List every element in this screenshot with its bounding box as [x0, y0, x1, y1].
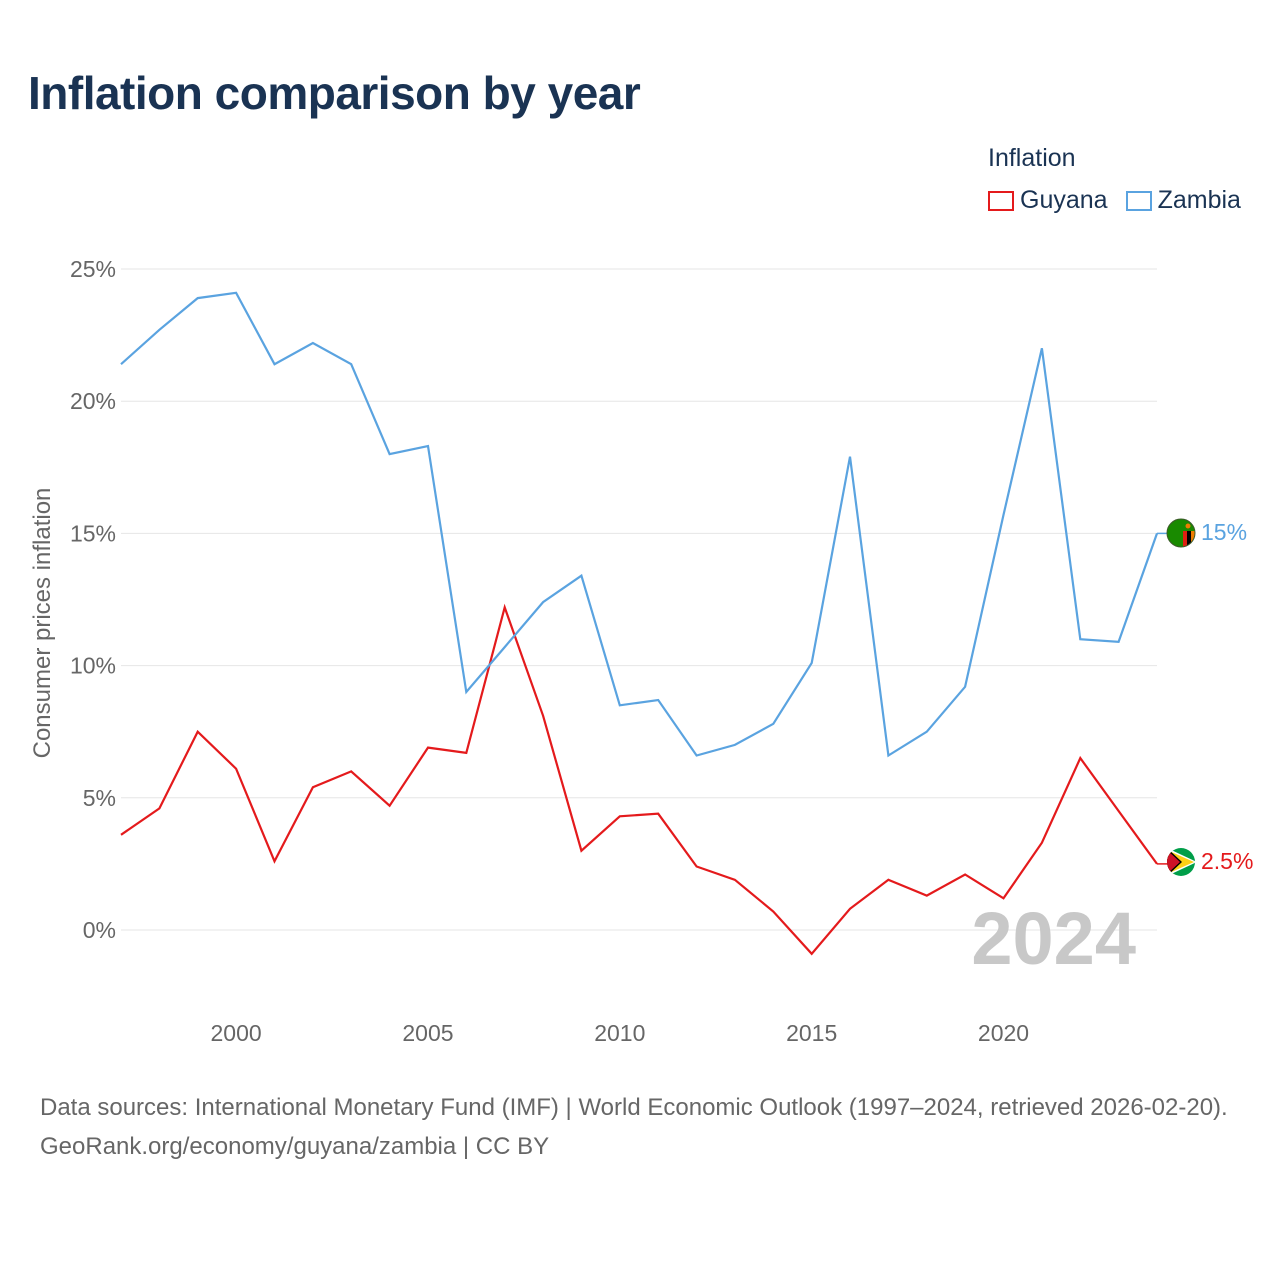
y-tick-label: 20%: [70, 388, 116, 414]
guyana-end-label: 2.5%: [1201, 848, 1253, 874]
y-tick-label: 10%: [70, 653, 116, 679]
series-line-guyana[interactable]: [120, 603, 1158, 956]
legend-swatch-zambia: [1125, 190, 1152, 211]
legend-label-guyana: Guyana: [1020, 186, 1108, 214]
x-axis-ticks: 2000 2005 2010 2015 2020: [211, 1020, 1030, 1046]
guyana-flag-icon: [1167, 848, 1195, 876]
legend-item-zambia[interactable]: Zambia: [1125, 186, 1241, 215]
grid-lines: [121, 268, 1157, 931]
x-tick-label: 2015: [786, 1020, 837, 1046]
legend-item-guyana[interactable]: Guyana: [988, 186, 1108, 215]
y-tick-label: 5%: [83, 785, 116, 811]
series-lines: [120, 291, 1167, 956]
data-sources-note: Data sources: International Monetary Fun…: [40, 1094, 1228, 1121]
y-axis-title: Consumer prices inflation: [29, 488, 56, 759]
x-tick-label: 2000: [211, 1020, 262, 1046]
legend: Guyana Zambia: [988, 186, 1259, 215]
zambia-end-label: 15%: [1201, 519, 1247, 545]
y-tick-label: 0%: [83, 917, 116, 943]
chart-title: Inflation comparison by year: [28, 67, 641, 119]
footer: Data sources: International Monetary Fun…: [40, 1088, 1250, 1166]
y-tick-label: 25%: [70, 256, 116, 282]
legend-label-zambia: Zambia: [1157, 186, 1241, 214]
x-tick-label: 2010: [594, 1020, 645, 1046]
legend-title: Inflation: [988, 144, 1076, 172]
legend-swatch-guyana: [988, 190, 1014, 211]
year-watermark: 2024: [971, 897, 1136, 980]
y-axis-ticks: 0% 5% 10% 15% 20% 25%: [70, 256, 116, 943]
source-link[interactable]: GeoRank.org/economy/guyana/zambia | CC B…: [40, 1133, 550, 1160]
y-tick-label: 15%: [70, 520, 116, 546]
series-line-zambia[interactable]: [120, 291, 1159, 758]
zambia-flag-icon: [1166, 518, 1196, 548]
x-tick-label: 2005: [402, 1020, 453, 1046]
x-tick-label: 2020: [978, 1020, 1029, 1046]
line-chart: 0% 5% 10% 15% 20% 25% 2000 2005 2010 2015 2020 Co…: [29, 256, 1253, 1046]
